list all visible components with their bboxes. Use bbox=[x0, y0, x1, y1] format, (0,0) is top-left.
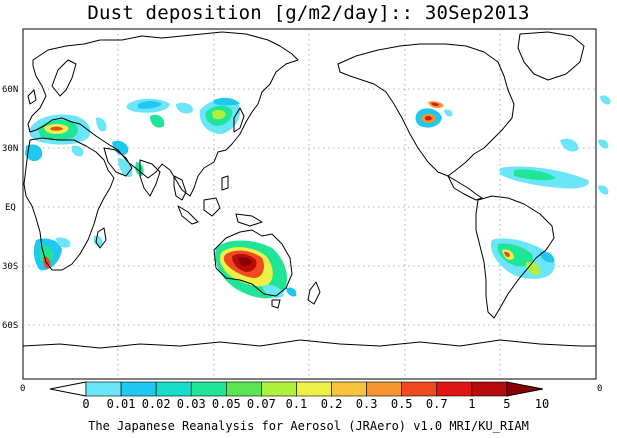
dust-australia bbox=[215, 240, 297, 299]
sumatra-coast bbox=[177, 205, 199, 225]
dust-north-america bbox=[415, 101, 453, 128]
map-title: Dust deposition [g/m2/day]:: 30Sep2013 bbox=[87, 2, 530, 24]
colorbar-tick-label: 0.2 bbox=[320, 397, 343, 411]
colorbar-swatch bbox=[401, 381, 438, 397]
colorbar-tick-label: 0.02 bbox=[141, 397, 171, 411]
borneo-coast bbox=[203, 197, 221, 217]
coastlines bbox=[22, 31, 596, 349]
arabia-coast bbox=[103, 147, 133, 177]
africa-coast bbox=[23, 137, 115, 271]
dust-east-asia bbox=[199, 97, 241, 134]
lat-label-30n: 30N bbox=[2, 144, 18, 154]
dust-atlantic bbox=[500, 95, 611, 195]
australia-coast bbox=[213, 229, 293, 297]
lat-label-eq: EQ bbox=[5, 203, 16, 213]
colorbar-tick-label: 5 bbox=[503, 397, 511, 411]
colorbar-tick-label: 0.07 bbox=[246, 397, 276, 411]
madagascar-coast bbox=[95, 227, 107, 249]
colorbar-swatches bbox=[49, 381, 544, 397]
dust-central-asia bbox=[126, 98, 193, 128]
colorbar-tick-label: 0.03 bbox=[176, 397, 206, 411]
new-zealand-coast bbox=[307, 281, 321, 305]
colorbar-swatch bbox=[471, 381, 508, 397]
colorbar-swatch-under bbox=[49, 381, 87, 397]
colorbar-tick-label: 0.01 bbox=[106, 397, 136, 411]
lat-label-30s: 30S bbox=[2, 262, 18, 272]
dust-south-america bbox=[490, 238, 555, 279]
colorbar-tick-label: 0.1 bbox=[285, 397, 308, 411]
japan-coast bbox=[233, 107, 245, 133]
colorbar-swatch bbox=[85, 381, 122, 397]
colorbar-tick-label: 0.7 bbox=[425, 397, 448, 411]
colorbar-end-right: 0 bbox=[597, 384, 603, 394]
colorbar-swatch bbox=[366, 381, 402, 397]
colorbar-tick-label: 10 bbox=[534, 397, 550, 411]
dust-arabia bbox=[96, 117, 144, 178]
british-isles-coast bbox=[27, 89, 37, 105]
colorbar-swatch bbox=[155, 381, 192, 397]
colorbar-swatch-over bbox=[506, 381, 544, 397]
colorbar-end-left: 0 bbox=[20, 384, 26, 394]
colorbar-tick-label: 1 bbox=[468, 397, 476, 411]
colorbar-tick-label: 0.5 bbox=[390, 397, 413, 411]
colorbar-tick-label: 0 bbox=[82, 397, 90, 411]
colorbar-swatch bbox=[436, 381, 473, 397]
eurasia-coast bbox=[27, 31, 299, 197]
south-america-coast bbox=[475, 195, 555, 319]
antarctica-coast bbox=[22, 339, 596, 349]
new-guinea-coast bbox=[235, 213, 263, 227]
dust-southern-africa bbox=[33, 235, 103, 271]
lat-label-60n: 60N bbox=[2, 85, 18, 95]
colorbar-swatch bbox=[190, 381, 227, 397]
colorbar-swatch bbox=[296, 381, 332, 397]
colorbar-swatch bbox=[120, 381, 157, 397]
dust-field bbox=[25, 95, 611, 299]
india-coast bbox=[139, 159, 161, 197]
scandinavia-coast bbox=[51, 59, 77, 97]
central-america-coast bbox=[447, 175, 483, 201]
colorbar bbox=[49, 381, 544, 397]
colorbar-tick-label: 0.3 bbox=[355, 397, 378, 411]
colorbar-swatch bbox=[226, 381, 262, 397]
colorbar-tick-label: 0.05 bbox=[211, 397, 241, 411]
greenland-coast bbox=[517, 31, 585, 81]
north-america-coast bbox=[337, 43, 515, 177]
footer-credit: The Japanese Reanalysis for Aerosol (JRA… bbox=[88, 419, 529, 433]
lat-label-60s: 60S bbox=[2, 321, 18, 331]
philippines-coast bbox=[221, 175, 229, 191]
indochina-coast bbox=[173, 175, 187, 201]
latitude-labels: 60N 30N EQ 30S 60S bbox=[2, 85, 18, 331]
tasmania-coast bbox=[271, 299, 281, 309]
colorbar-swatch bbox=[331, 381, 367, 397]
colorbar-swatch bbox=[261, 381, 297, 397]
map-frame bbox=[22, 28, 597, 380]
dust-sahara bbox=[25, 114, 91, 162]
